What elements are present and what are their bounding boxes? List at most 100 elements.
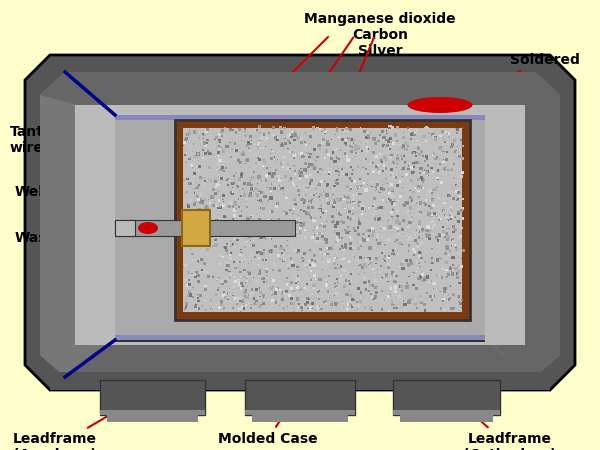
Bar — [185, 162, 187, 163]
Bar — [212, 231, 213, 233]
Bar — [319, 210, 322, 212]
Bar — [235, 226, 236, 227]
Bar — [186, 293, 188, 295]
Bar — [282, 133, 284, 136]
Bar — [332, 151, 334, 153]
Bar — [241, 194, 242, 196]
Bar — [221, 147, 222, 148]
Bar — [286, 212, 289, 215]
Bar — [426, 231, 427, 232]
Bar — [290, 136, 293, 139]
Bar — [421, 257, 423, 259]
Bar — [453, 139, 457, 142]
Bar — [397, 217, 400, 219]
Bar — [457, 220, 458, 221]
Bar — [248, 294, 251, 297]
Bar — [280, 230, 282, 232]
Bar — [424, 309, 427, 311]
Bar — [244, 230, 247, 233]
Bar — [197, 280, 200, 283]
Bar — [204, 152, 208, 155]
Bar — [344, 207, 346, 209]
Bar — [319, 199, 321, 201]
Bar — [407, 235, 408, 236]
Bar — [311, 308, 313, 309]
Bar — [386, 274, 388, 275]
Bar — [370, 132, 371, 133]
Bar — [425, 126, 428, 129]
Bar — [379, 272, 380, 273]
Bar — [264, 195, 265, 196]
Bar — [246, 280, 248, 283]
Bar — [288, 180, 290, 182]
Bar — [280, 163, 283, 166]
Bar — [410, 241, 412, 243]
Bar — [313, 254, 316, 257]
Bar — [260, 191, 263, 194]
Bar — [247, 198, 248, 200]
Bar — [266, 233, 267, 235]
Bar — [443, 168, 446, 171]
Bar — [394, 303, 395, 306]
Bar — [336, 257, 338, 259]
Bar — [286, 290, 288, 292]
Bar — [254, 187, 257, 190]
Bar — [382, 145, 384, 147]
Bar — [262, 207, 265, 210]
Bar — [259, 157, 262, 160]
Bar — [434, 204, 435, 205]
Bar — [227, 253, 229, 255]
Bar — [302, 304, 303, 305]
Bar — [199, 156, 200, 157]
Bar — [309, 148, 310, 150]
Bar — [457, 297, 458, 298]
Bar — [376, 302, 380, 305]
Bar — [388, 125, 392, 128]
Bar — [232, 142, 234, 144]
Bar — [419, 227, 421, 229]
Bar — [318, 298, 320, 300]
Bar — [221, 231, 224, 234]
Bar — [403, 183, 406, 185]
Bar — [257, 187, 258, 189]
Bar — [249, 270, 252, 273]
Bar — [350, 128, 352, 130]
Bar — [401, 158, 403, 160]
Bar — [362, 238, 366, 242]
Bar — [238, 178, 241, 181]
Bar — [349, 217, 352, 220]
Bar — [217, 151, 220, 154]
Bar — [275, 173, 277, 175]
Bar — [315, 229, 316, 230]
Bar — [226, 229, 228, 231]
Bar — [415, 252, 418, 255]
Bar — [323, 185, 325, 187]
Bar — [326, 247, 328, 249]
Bar — [308, 182, 311, 184]
Bar — [332, 220, 335, 223]
Bar — [311, 194, 314, 196]
Bar — [336, 285, 339, 288]
Bar — [263, 281, 265, 283]
Bar — [427, 158, 428, 160]
Bar — [283, 261, 285, 263]
Bar — [205, 229, 206, 230]
Bar — [334, 295, 335, 296]
Bar — [323, 230, 325, 231]
Bar — [202, 208, 204, 211]
Bar — [421, 220, 423, 221]
Bar — [452, 306, 455, 310]
Bar — [238, 297, 241, 300]
Bar — [259, 287, 260, 289]
Bar — [396, 227, 399, 230]
Bar — [401, 289, 403, 292]
Bar — [227, 178, 229, 180]
Bar — [299, 174, 302, 177]
Bar — [453, 180, 454, 181]
Bar — [290, 230, 293, 232]
Bar — [274, 135, 275, 136]
Bar — [257, 144, 259, 146]
Bar — [243, 276, 245, 278]
Bar — [302, 260, 304, 262]
Bar — [371, 234, 374, 237]
